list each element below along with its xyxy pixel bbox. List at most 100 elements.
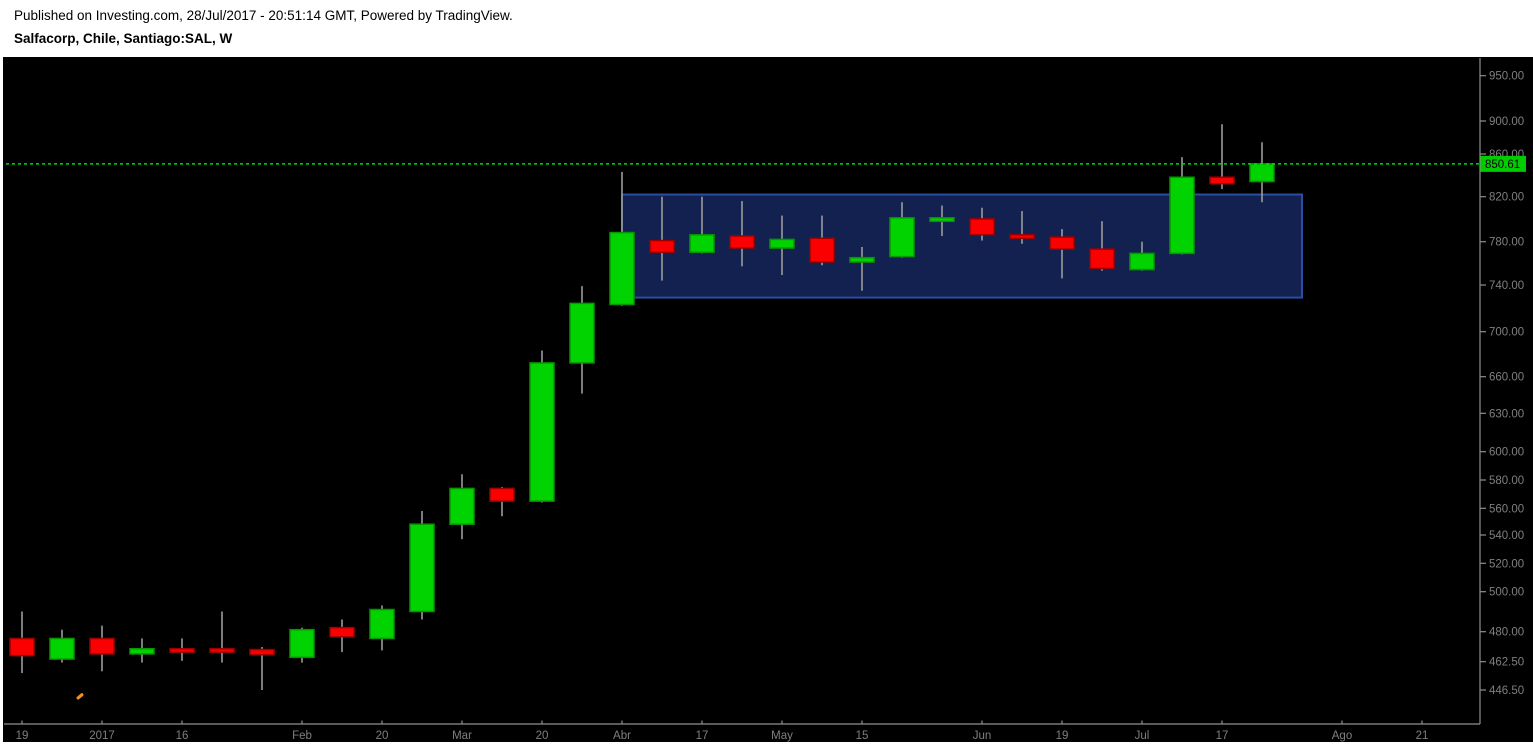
candle-body-up (529, 362, 555, 502)
x-axis-label: 21 (1416, 730, 1429, 742)
candle-body-down (209, 647, 235, 653)
x-axis-label: 15 (856, 730, 869, 742)
candle-body-up (769, 238, 795, 249)
candle (609, 171, 635, 306)
last-price-badge-text: 850.61 (1485, 159, 1520, 171)
candle (729, 201, 755, 267)
x-axis-label: Jul (1135, 730, 1150, 742)
candle (1209, 124, 1235, 190)
y-axis-label: 520.00 (1489, 558, 1524, 570)
candle-body-down (1009, 234, 1035, 240)
candle-body-down (1049, 236, 1075, 250)
x-axis-label: 2017 (89, 730, 115, 742)
y-axis-label: 446.50 (1489, 685, 1524, 697)
candle-body-down (249, 648, 275, 656)
y-axis-labels: 950.00900.00860.00820.00780.00740.00700.… (1480, 71, 1524, 697)
x-axis-label: 19 (1056, 730, 1069, 742)
x-axis-label: 20 (376, 730, 389, 742)
candle-body-up (1249, 163, 1275, 183)
candle (449, 474, 475, 540)
candle (889, 202, 915, 258)
candle (89, 625, 115, 672)
candle (1009, 211, 1035, 244)
candle (169, 638, 195, 661)
chart-header: Published on Investing.com, 28/Jul/2017 … (14, 7, 513, 47)
candles-layer (9, 124, 1275, 690)
y-axis-label: 660.00 (1489, 372, 1524, 384)
y-axis-label: 540.00 (1489, 530, 1524, 542)
candle (49, 629, 75, 663)
x-axis-label: Abr (613, 730, 631, 742)
x-axis-label: Jun (973, 730, 992, 742)
candle-body-up (1129, 252, 1155, 271)
candle (289, 627, 315, 663)
candle (129, 638, 155, 663)
candle-body-down (969, 218, 995, 236)
y-axis-label: 780.00 (1489, 237, 1524, 249)
x-axis-label: 20 (536, 730, 549, 742)
candle (1089, 221, 1115, 271)
x-axis-labels: 19 2017 16 Feb 20 Mar 20 Abr 17 May 15 Jun 19 Jul 17 Ag… (16, 720, 1429, 742)
candle (769, 215, 795, 276)
candle (249, 646, 275, 690)
x-axis-label: 17 (696, 730, 709, 742)
candle-body-down (1089, 248, 1115, 270)
candle-body-up (569, 302, 595, 364)
candle-body-down (489, 487, 515, 502)
candle (569, 286, 595, 394)
x-axis-label: 16 (176, 730, 189, 742)
x-axis-label: 19 (16, 730, 29, 742)
candle (809, 215, 835, 266)
y-axis-label: 900.00 (1489, 116, 1524, 128)
candle-body-up (849, 256, 875, 263)
candle (369, 605, 395, 651)
candle-body-down (729, 235, 755, 249)
candle (849, 246, 875, 291)
drawing-anchor-dot (76, 693, 84, 700)
published-info-line: Published on Investing.com, 28/Jul/2017 … (14, 8, 513, 23)
candle-body-down (649, 239, 675, 254)
candle-body-up (1169, 176, 1195, 255)
y-axis-label: 462.50 (1489, 657, 1524, 669)
candle (1169, 157, 1195, 255)
candle (489, 486, 515, 517)
chart-background (3, 57, 1533, 742)
last-price-badge-bg (1480, 155, 1526, 172)
candle (649, 196, 675, 281)
candle-body-up (369, 608, 395, 640)
candle-body-up (409, 523, 435, 613)
candle (1049, 229, 1075, 279)
y-axis-label: 580.00 (1489, 475, 1524, 487)
candle (929, 205, 955, 236)
candle-body-up (609, 231, 635, 306)
candle (209, 611, 235, 663)
candle-body-down (809, 237, 835, 263)
x-axis-label: 17 (1216, 730, 1229, 742)
candle-body-up (289, 628, 315, 659)
x-axis-label: Feb (292, 730, 312, 742)
candle-body-down (89, 637, 115, 655)
candle (689, 196, 715, 254)
y-axis-label: 700.00 (1489, 327, 1524, 339)
candle (409, 510, 435, 620)
candle (529, 350, 555, 503)
last-price-badge: 850.61 (1480, 155, 1526, 172)
y-axis-label: 600.00 (1489, 447, 1524, 459)
candle-body-up (129, 647, 155, 655)
candle-body-up (449, 487, 475, 525)
symbol-title: Salfacorp, Chile, Santiago:SAL, W (14, 31, 233, 46)
candle (969, 207, 995, 241)
x-axis-label: Mar (452, 730, 472, 742)
candle-body-up (689, 234, 715, 254)
y-axis-label: 950.00 (1489, 71, 1524, 83)
x-axis-label: May (771, 730, 793, 742)
candle-body-down (329, 626, 355, 638)
y-axis-label: 500.00 (1489, 587, 1524, 599)
candle-body-up (929, 217, 955, 223)
candle-body-down (1209, 176, 1235, 185)
y-axis-label: 480.00 (1489, 627, 1524, 639)
candle (9, 611, 35, 674)
candle-body-up (49, 637, 75, 660)
